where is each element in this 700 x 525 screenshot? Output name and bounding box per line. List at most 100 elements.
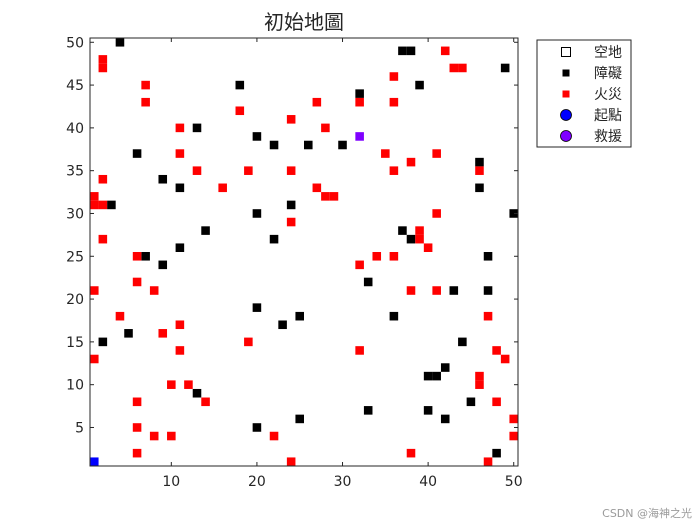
chart-title: 初始地圖 bbox=[264, 10, 344, 34]
data-point bbox=[363, 406, 373, 415]
data-point bbox=[398, 226, 407, 235]
data-point bbox=[269, 431, 279, 441]
data-point bbox=[432, 149, 441, 158]
data-point bbox=[406, 234, 416, 244]
data-point bbox=[158, 260, 168, 270]
y-tick-label: 5 bbox=[75, 420, 84, 436]
data-point bbox=[432, 286, 441, 295]
data-point bbox=[475, 157, 484, 167]
data-point bbox=[244, 166, 253, 175]
data-point bbox=[483, 457, 493, 466]
data-point bbox=[500, 63, 510, 73]
data-point bbox=[304, 140, 313, 150]
y-tick-label: 30 bbox=[66, 206, 84, 222]
legend-marker bbox=[560, 109, 572, 121]
data-point bbox=[389, 311, 399, 321]
x-tick-label: 40 bbox=[419, 474, 437, 490]
data-point bbox=[252, 209, 262, 218]
data-point bbox=[90, 457, 99, 466]
data-point bbox=[415, 234, 424, 244]
data-point bbox=[449, 286, 459, 295]
y-tick-label: 10 bbox=[66, 378, 84, 394]
x-tick-label: 10 bbox=[162, 474, 180, 490]
data-point bbox=[440, 46, 450, 56]
data-point bbox=[492, 346, 501, 355]
data-point bbox=[175, 243, 185, 252]
legend-marker bbox=[561, 47, 571, 57]
data-point bbox=[295, 311, 304, 321]
data-point bbox=[381, 149, 390, 158]
data-point bbox=[466, 397, 476, 407]
data-point bbox=[252, 423, 262, 432]
data-point bbox=[500, 354, 510, 364]
data-point bbox=[141, 252, 150, 261]
data-point bbox=[509, 431, 518, 441]
data-point bbox=[115, 311, 125, 321]
axes: 10 20 30 40 50 5 10 15 20 25 30 35 40 45 50 bbox=[66, 35, 522, 490]
data-point bbox=[167, 431, 176, 441]
data-point bbox=[175, 320, 185, 330]
axes-box bbox=[89, 37, 519, 467]
data-point bbox=[184, 380, 193, 389]
data-point bbox=[98, 63, 108, 73]
legend-marker bbox=[562, 69, 570, 77]
data-point bbox=[175, 183, 185, 193]
data-point bbox=[398, 46, 407, 56]
data-point bbox=[355, 346, 364, 355]
legend-label: 障礙 bbox=[594, 66, 622, 82]
watermark: CSDN @海神之光 bbox=[602, 507, 692, 520]
data-point bbox=[132, 397, 142, 407]
x-tick-label: 30 bbox=[334, 474, 352, 490]
data-point bbox=[458, 337, 467, 347]
data-point bbox=[158, 329, 168, 338]
data-point bbox=[90, 286, 99, 295]
y-tick-label: 15 bbox=[66, 335, 84, 351]
data-point bbox=[432, 371, 441, 381]
y-tick-label: 25 bbox=[66, 249, 84, 265]
y-tick-label: 45 bbox=[66, 78, 84, 94]
data-point bbox=[355, 132, 364, 141]
legend-marker bbox=[560, 130, 572, 142]
legend-label: 起點 bbox=[594, 108, 622, 124]
data-point bbox=[141, 97, 150, 107]
plot-area bbox=[90, 38, 518, 466]
x-tick-label: 20 bbox=[248, 474, 266, 490]
data-point bbox=[415, 226, 424, 235]
data-point bbox=[286, 115, 296, 124]
data-point bbox=[132, 149, 142, 158]
data-point bbox=[132, 423, 142, 432]
data-point bbox=[124, 329, 133, 338]
y-tick-label: 20 bbox=[66, 292, 84, 308]
data-point bbox=[389, 166, 399, 175]
data-point bbox=[115, 38, 125, 47]
data-point bbox=[492, 397, 501, 407]
data-point bbox=[329, 192, 339, 201]
data-point bbox=[406, 46, 416, 56]
data-point bbox=[132, 277, 142, 287]
data-point bbox=[192, 388, 202, 398]
data-point bbox=[355, 97, 364, 107]
data-point bbox=[286, 166, 296, 175]
legend-label: 火災 bbox=[594, 87, 622, 103]
data-point bbox=[355, 260, 364, 270]
data-point bbox=[509, 209, 518, 218]
data-point bbox=[141, 80, 150, 90]
data-point bbox=[483, 286, 493, 295]
data-point bbox=[98, 337, 108, 347]
data-point bbox=[492, 448, 501, 458]
data-point bbox=[286, 457, 296, 466]
data-point bbox=[132, 252, 142, 261]
plot-background bbox=[90, 38, 518, 466]
data-point bbox=[286, 200, 296, 210]
x-tick-label: 50 bbox=[505, 474, 523, 490]
data-point bbox=[175, 346, 185, 355]
data-point bbox=[295, 414, 304, 424]
data-point bbox=[98, 174, 108, 184]
data-point bbox=[149, 286, 159, 295]
data-point bbox=[252, 132, 262, 141]
data-point bbox=[389, 72, 399, 81]
data-point bbox=[286, 217, 296, 227]
data-point bbox=[107, 200, 116, 210]
